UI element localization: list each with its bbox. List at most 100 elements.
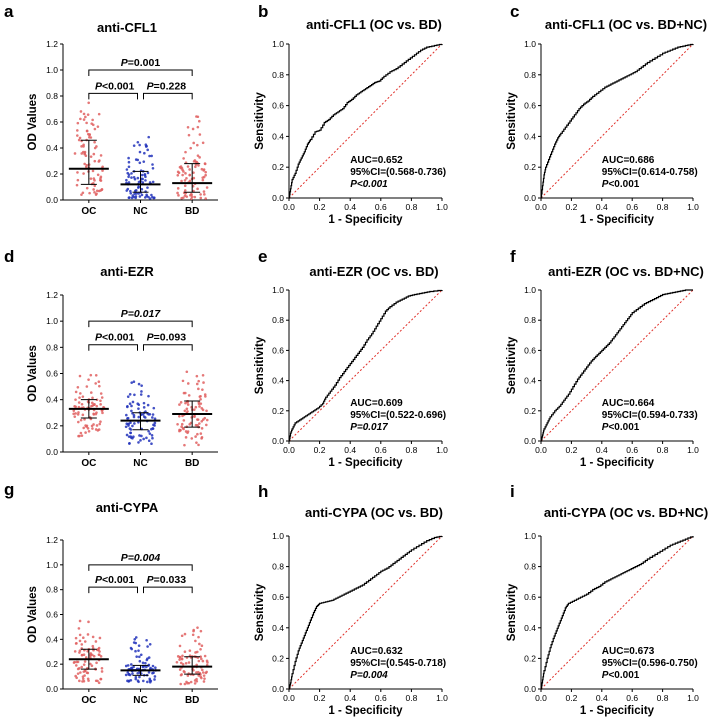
data-point <box>182 427 185 431</box>
data-point <box>133 192 136 196</box>
data-point <box>130 172 133 175</box>
panel-c: c anti-CFL1 (OC vs. BD+NC) 0.00.0 0.2 0.2 0.4… <box>506 2 707 226</box>
y-tick-label: 0.4 <box>46 395 58 405</box>
data-point <box>195 374 199 378</box>
panel-label: h <box>258 482 268 501</box>
data-point <box>74 398 77 401</box>
data-point <box>176 191 179 195</box>
data-point <box>184 172 187 175</box>
data-point <box>147 439 151 442</box>
data-point <box>92 188 95 191</box>
data-point <box>183 682 187 686</box>
data-point <box>72 409 76 412</box>
data-point <box>137 192 140 195</box>
data-point <box>194 423 198 427</box>
panel-title: anti-CFL1 (OC vs. BD) <box>306 17 442 32</box>
data-point <box>152 406 156 410</box>
data-point <box>204 197 207 200</box>
data-point <box>184 391 187 395</box>
auc-label: AUC=0.632 <box>350 646 403 657</box>
data-point <box>144 175 147 179</box>
group-OC <box>68 373 109 438</box>
data-point <box>95 145 98 148</box>
panel-label: g <box>4 480 14 499</box>
y-tick-label: 0.2 <box>524 653 536 663</box>
data-point <box>179 165 183 168</box>
data-point <box>75 183 79 187</box>
p-value-label-symbol: P <box>121 57 129 69</box>
data-point <box>83 162 86 166</box>
data-point <box>131 194 135 197</box>
data-point <box>133 422 136 425</box>
data-point <box>77 627 81 630</box>
panel-label: a <box>4 2 14 21</box>
data-point <box>130 409 133 413</box>
data-point <box>87 620 90 624</box>
data-point <box>85 121 88 125</box>
y-axis-label: OD Values <box>27 586 39 643</box>
data-point <box>134 636 138 639</box>
data-point <box>134 196 137 200</box>
x-tick-label: 0.2 <box>314 445 326 455</box>
data-point <box>182 670 186 673</box>
roc-curve <box>288 535 443 690</box>
data-point <box>146 148 149 152</box>
data-point <box>176 187 180 190</box>
data-point <box>199 675 203 679</box>
data-point <box>124 673 128 677</box>
data-point <box>98 422 102 426</box>
data-point <box>97 160 101 163</box>
data-point <box>78 619 82 623</box>
data-point <box>193 682 197 685</box>
data-point <box>91 396 94 400</box>
x-tick-label: 0.8 <box>405 445 417 455</box>
data-point <box>125 413 128 417</box>
data-point <box>138 150 142 154</box>
data-point <box>82 172 85 175</box>
data-point <box>87 101 91 105</box>
data-point <box>101 411 104 415</box>
data-point <box>137 403 141 406</box>
data-point <box>129 663 133 666</box>
data-point <box>186 165 190 168</box>
data-point <box>178 668 182 671</box>
p-value-label-value: =0.004 <box>357 670 388 681</box>
data-point <box>85 129 89 133</box>
data-point <box>186 681 189 685</box>
data-point <box>196 187 199 191</box>
data-point <box>139 393 143 396</box>
data-point <box>150 442 153 445</box>
significance-bracket <box>88 320 193 328</box>
data-point <box>84 656 88 659</box>
data-point <box>80 434 84 437</box>
x-tick-label: 0.8 <box>657 693 669 703</box>
data-point <box>138 675 141 679</box>
data-point <box>129 431 132 435</box>
data-point <box>138 195 142 198</box>
data-point <box>91 644 95 648</box>
data-point <box>140 193 144 197</box>
p-value-label: P=0.004 <box>121 552 161 564</box>
data-point <box>136 176 140 180</box>
x-tick-label: 1.0 <box>687 445 699 455</box>
panel-i: i anti-CYPA (OC vs. BD+NC) 0.00.0 0.2 0.2 0.4… <box>506 482 708 717</box>
data-point <box>94 679 98 683</box>
data-point <box>125 433 129 437</box>
data-point <box>176 655 180 658</box>
data-point <box>138 434 141 437</box>
data-point <box>128 393 132 396</box>
data-point <box>76 667 80 671</box>
data-point <box>77 411 80 414</box>
y-tick-label: 0.8 <box>272 315 284 325</box>
data-point <box>181 168 184 172</box>
y-tick-label: 0.8 <box>524 70 536 80</box>
data-point <box>78 679 81 683</box>
data-point <box>88 133 91 137</box>
panel-a: a anti-CFL1 0.0 0.2 0.4 0.6 0.8 1.0 1.2 OD Values… <box>4 2 218 217</box>
x-tick-label: 0.6 <box>375 693 387 703</box>
data-point <box>74 664 78 667</box>
data-point <box>203 677 206 680</box>
significance-bracket <box>88 586 138 594</box>
data-point <box>200 419 204 423</box>
data-point <box>94 373 98 377</box>
